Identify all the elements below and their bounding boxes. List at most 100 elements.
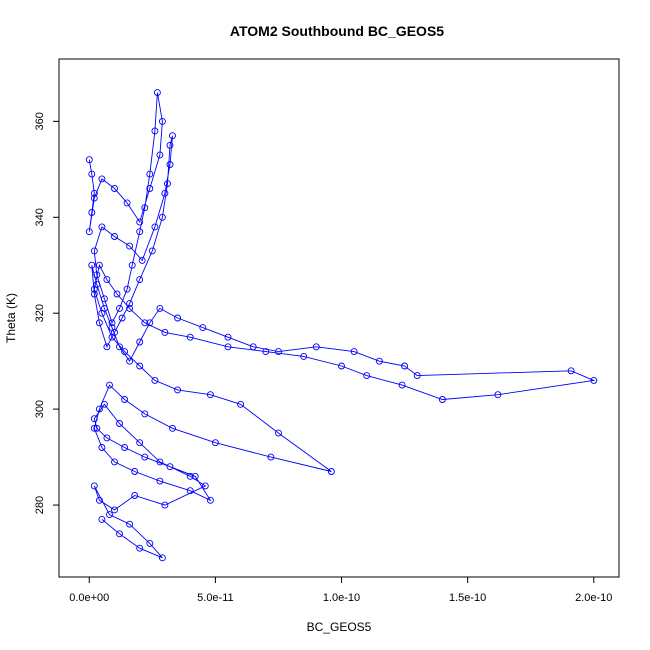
data-point <box>98 175 106 183</box>
data-point <box>153 89 161 97</box>
data-point <box>249 343 257 351</box>
data-point <box>199 324 207 332</box>
series-line <box>88 92 596 559</box>
data-point <box>186 487 194 495</box>
data-point <box>128 261 136 269</box>
data-point <box>438 396 446 403</box>
x-axis-label: BC_GEOS5 <box>307 620 372 634</box>
data-point <box>161 189 169 197</box>
y-tick-label: 360 <box>34 112 46 130</box>
x-tick-label: 1.5e-10 <box>449 592 486 604</box>
data-point <box>111 458 118 466</box>
data-point <box>108 333 116 341</box>
data-point <box>141 410 149 418</box>
data-point <box>275 429 282 437</box>
data-point <box>85 228 93 236</box>
data-point <box>136 544 144 552</box>
data-point <box>158 117 166 125</box>
data-point <box>90 189 98 197</box>
data-point <box>93 271 101 279</box>
data-point <box>136 439 144 447</box>
data-point <box>116 304 123 312</box>
data-point <box>136 228 144 236</box>
data-point <box>136 218 144 226</box>
data-point <box>111 185 118 192</box>
x-tick-label: 0.0e+00 <box>69 592 109 604</box>
data-point <box>151 376 159 384</box>
data-point <box>136 276 144 284</box>
series-layer <box>85 89 598 562</box>
data-point <box>158 213 166 221</box>
data-point <box>174 386 182 394</box>
data-point <box>126 242 134 250</box>
plot-frame <box>58 58 620 578</box>
data-point <box>413 372 421 380</box>
data-point <box>121 348 129 356</box>
x-axis: 0.0e+00 5.0e-11 1.0e-10 1.5e-10 2.0e-10 <box>69 576 612 604</box>
data-point <box>398 381 406 389</box>
data-point <box>141 319 149 327</box>
data-point <box>126 304 134 312</box>
data-point <box>85 156 93 164</box>
data-point <box>494 391 502 399</box>
data-point <box>106 381 113 389</box>
data-point <box>206 391 214 399</box>
data-point <box>567 367 575 375</box>
data-point <box>136 338 144 346</box>
data-point <box>158 554 166 562</box>
data-point <box>138 256 146 264</box>
data-point <box>166 161 174 168</box>
data-point <box>166 141 174 149</box>
data-point <box>131 468 139 475</box>
data-point <box>338 362 345 370</box>
data-point <box>111 506 118 514</box>
data-point <box>363 372 371 380</box>
data-point <box>375 357 383 365</box>
data-point <box>327 468 335 475</box>
data-point <box>141 204 149 212</box>
data-point <box>590 376 598 384</box>
data-point <box>206 496 214 504</box>
data-point <box>95 319 103 327</box>
data-point <box>169 132 176 140</box>
data-point <box>201 482 209 490</box>
x-tick-label: 1.0e-10 <box>323 592 360 604</box>
data-point <box>123 285 131 293</box>
data-point <box>166 463 174 471</box>
data-point <box>90 285 98 293</box>
data-point <box>146 539 154 547</box>
data-point <box>211 439 219 447</box>
data-point <box>103 434 111 442</box>
data-point <box>136 362 144 370</box>
data-point <box>161 328 169 336</box>
data-point <box>95 496 103 504</box>
data-point <box>98 223 106 231</box>
data-point <box>156 304 164 312</box>
data-point <box>113 290 121 298</box>
data-point <box>90 424 98 432</box>
data-point <box>151 127 159 135</box>
data-point <box>98 444 106 451</box>
data-point <box>126 520 134 528</box>
data-point <box>98 515 106 523</box>
data-point <box>118 314 126 322</box>
data-point <box>156 458 164 466</box>
data-point <box>93 424 101 432</box>
data-point <box>186 333 194 341</box>
data-point <box>224 333 232 341</box>
data-point <box>116 343 123 351</box>
y-tick-label: 320 <box>34 304 46 322</box>
data-point <box>126 357 134 365</box>
data-point <box>106 511 113 519</box>
data-point <box>146 185 154 192</box>
data-point <box>103 276 111 284</box>
data-point <box>88 170 96 178</box>
data-point <box>100 400 108 408</box>
data-point <box>90 415 98 423</box>
data-point <box>90 290 98 298</box>
data-point <box>95 261 103 269</box>
data-point <box>169 424 176 432</box>
data-point <box>121 396 129 403</box>
data-point <box>174 314 182 322</box>
